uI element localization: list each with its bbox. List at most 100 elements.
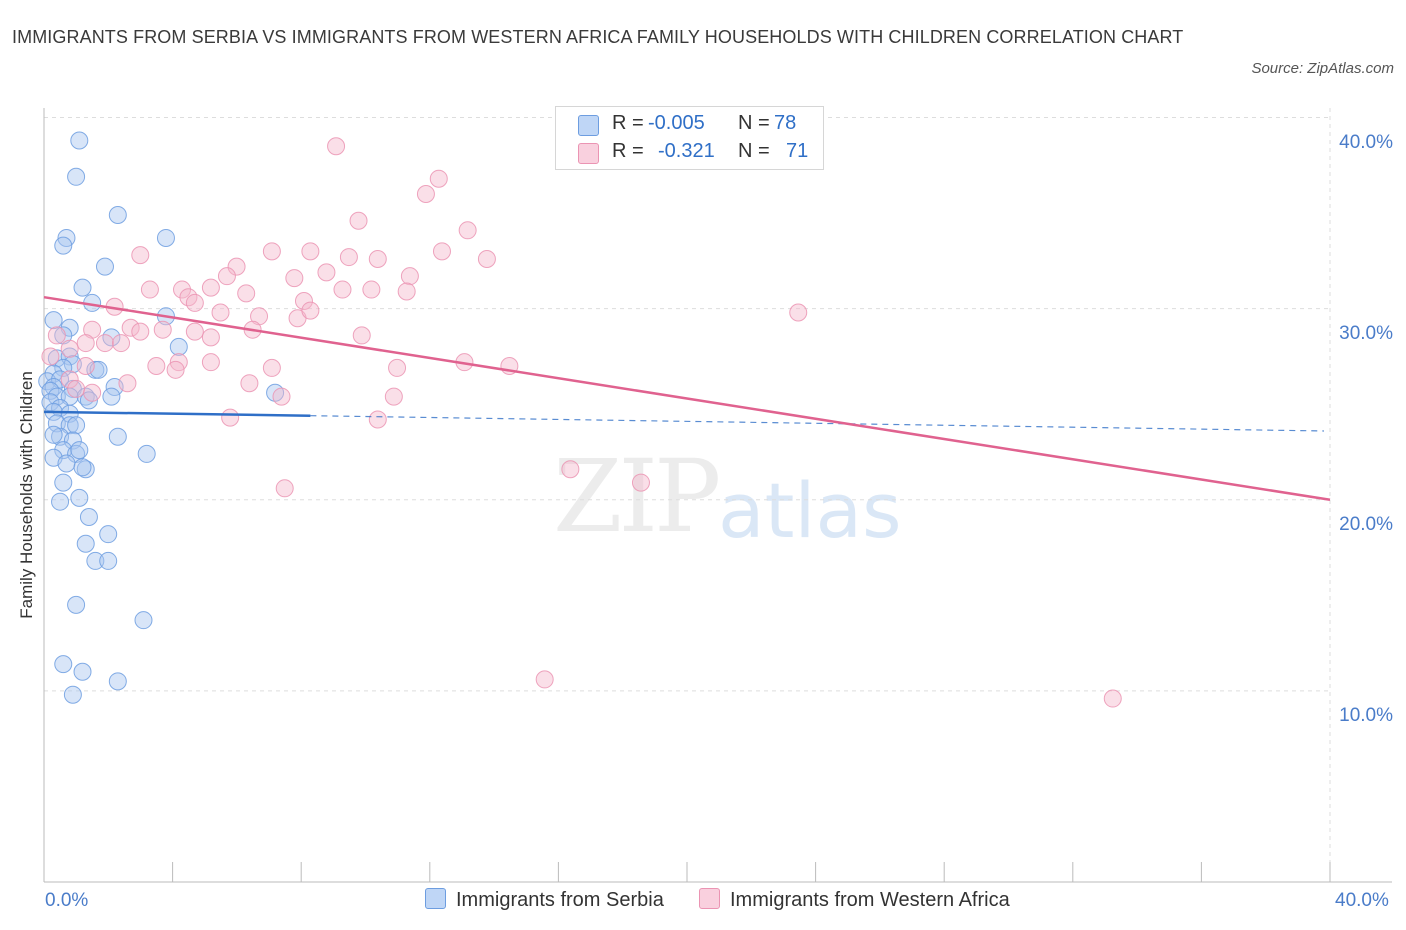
western-africa-point [262,242,281,261]
serbia-trend-extension [310,415,1325,432]
western-africa-point [131,322,150,341]
western-africa-point [458,221,477,240]
legend-serbia-label: Immigrants from Serbia [456,889,664,911]
western-africa-point [237,284,256,303]
serbia-points [38,131,285,704]
western-africa-point [153,320,172,339]
western-africa-point [221,408,240,427]
western-africa-point [76,357,95,375]
watermark-atlas: atlas [718,466,902,555]
western-africa-points [41,137,1122,708]
western-africa-point [317,263,336,282]
serbia-point [51,370,70,389]
western-africa-point [83,383,102,402]
western-africa-point [301,301,320,320]
western-africa-point [339,248,358,267]
serbia-point [86,551,105,570]
serbia-point [73,278,92,297]
serbia-point [60,416,79,435]
western-africa-point [41,347,60,366]
western-africa-point [227,257,246,276]
serbia-point [54,655,73,674]
western-africa-point [185,322,204,341]
legend-item-western-africa: Immigrants from Western Africa [699,888,1010,912]
serbia-r-value: -0.005 [648,112,705,134]
serbia-point [67,416,86,435]
correlation-legend: R = -0.005 N = 78 R = -0.321 N = 71 [555,106,824,170]
serbia-point [79,507,98,526]
source-label: Source: ZipAtlas.com [1251,60,1394,77]
western-africa-point [262,358,281,377]
serbia-point [99,525,118,544]
western-africa-point [118,374,137,393]
western-africa-point [400,267,419,286]
serbia-point [54,358,73,377]
western-africa-point [60,339,79,358]
western-africa-point [349,211,368,230]
western-africa-r-value: -0.321 [658,140,715,162]
western-africa-point [327,137,346,156]
western-africa-swatch [578,143,599,164]
western-africa-point [535,670,554,689]
x-tick-label: 0.0% [45,890,89,911]
western-africa-point [397,282,416,301]
serbia-point [76,534,95,553]
western-africa-point [166,360,185,379]
axes [43,108,1392,883]
serbia-point [67,167,86,186]
western-africa-point [131,246,150,265]
western-africa-point [240,374,259,393]
serbia-point [102,387,121,406]
serbia-point [76,460,95,479]
trend-lines [43,295,1331,502]
western-africa-point [275,479,294,498]
serbia-point [67,595,86,614]
western-africa-point [631,473,650,492]
serbia-point [108,672,127,691]
western-africa-point [384,387,403,406]
western-africa-point [95,334,114,353]
legend-western-africa-swatch [699,888,720,909]
grid-lines [44,108,1331,882]
western-africa-point [477,249,496,268]
western-africa-point [388,358,407,377]
serbia-point [51,492,70,511]
serbia-n-value: 78 [774,112,797,134]
western-africa-point [201,278,220,297]
western-africa-point [47,326,66,345]
serbia-point [63,685,82,704]
x-tick-label: 40.0% [1335,890,1389,911]
serbia-point [73,458,92,477]
serbia-point [54,236,73,255]
western-africa-point [352,326,371,345]
serbia-point [169,337,188,356]
western-africa-point [211,303,230,322]
serbia-point [137,444,156,463]
western-africa-point [285,269,304,288]
serbia-point [54,473,73,492]
western-africa-point [1103,689,1122,708]
western-africa-point [121,318,140,337]
legend-western-africa-label: Immigrants from Western Africa [730,889,1010,911]
western-africa-point [173,280,192,299]
western-africa-point [147,357,166,375]
serbia-point [63,431,82,450]
serbia-point [95,257,114,276]
western-africa-point [432,242,451,261]
serbia-point [156,228,175,247]
western-africa-point [368,410,387,429]
legend-serbia-swatch [425,888,446,909]
serbia-r-label: R = [612,112,644,134]
western-africa-point [416,185,435,203]
western-africa-point [301,242,320,261]
serbia-trend-line [43,410,311,417]
western-africa-trend-line [43,295,1331,502]
serbia-point [70,488,89,507]
western-africa-point [185,293,204,312]
legend-item-serbia: Immigrants from Serbia [425,888,664,912]
western-africa-point [67,379,86,398]
western-africa-point [201,353,220,372]
western-africa-point [217,267,236,286]
watermark-zip: ZIP [553,438,721,555]
western-africa-point [368,249,387,268]
